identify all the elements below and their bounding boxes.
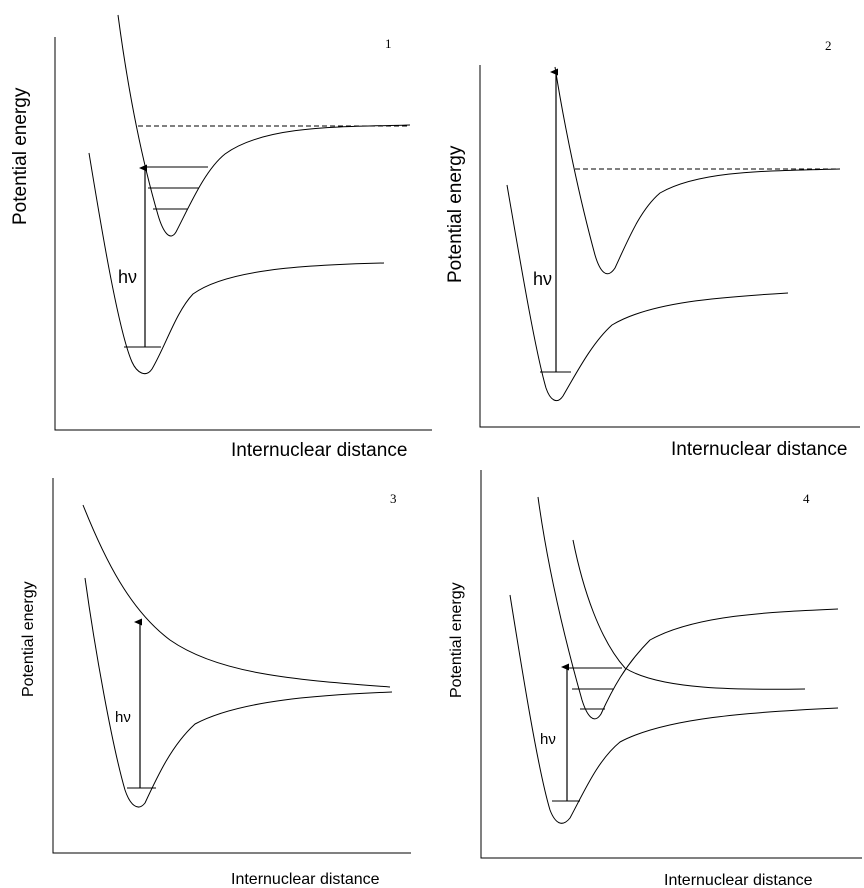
panel-4-axes xyxy=(480,470,862,859)
panel-4-bound-excited-curve xyxy=(537,496,839,720)
panel-2-axes xyxy=(479,65,860,428)
panel-2: 2 Potential energy Internuclear distance… xyxy=(445,38,860,460)
panel-2-x-axis-label: Internuclear distance xyxy=(671,439,847,460)
panel-1-y-axis-label: Potential energy xyxy=(10,87,31,225)
panel-3-x-axis-label: Internuclear distance xyxy=(231,871,380,888)
panel-1-excited-state-curve xyxy=(117,14,411,237)
panel-4-hv-label: hν xyxy=(540,731,556,748)
panel-1-axes xyxy=(54,37,432,431)
panel-2-y-axis-label: Potential energy xyxy=(445,145,466,283)
panel-3-y-axis-label: Potential energy xyxy=(20,581,37,697)
panel-4: 4 Potential energy Internuclear distance… xyxy=(448,470,862,888)
panel-2-hv-label: hν xyxy=(533,269,552,289)
panel-4-x-axis-label: Internuclear distance xyxy=(664,872,813,888)
panel-4-number: 4 xyxy=(803,491,810,506)
panel-3-repulsive-state-curve xyxy=(82,504,391,688)
panel-1: 1 Potential energy Internuclear distance… xyxy=(10,14,432,461)
panel-1-ground-state-curve xyxy=(88,152,385,375)
panel-3-number: 3 xyxy=(390,491,397,506)
panel-4-ground-state-curve xyxy=(509,594,839,824)
panel-3-ground-state-curve xyxy=(84,577,393,808)
panel-3: 3 Potential energy Internuclear distance… xyxy=(20,478,411,888)
panel-1-x-axis-label: Internuclear distance xyxy=(231,440,407,461)
panel-3-hv-label: hν xyxy=(115,709,131,726)
panel-1-hv-label: hν xyxy=(118,267,137,287)
panel-2-ground-state-curve xyxy=(506,184,789,402)
panel-2-number: 2 xyxy=(825,38,832,53)
panel-4-y-axis-label: Potential energy xyxy=(448,582,465,698)
panel-3-axes xyxy=(52,478,411,854)
panel-1-number: 1 xyxy=(385,36,392,51)
panel-2-excited-state-curve xyxy=(554,66,841,275)
panel-4-repulsive-curve xyxy=(572,539,806,690)
